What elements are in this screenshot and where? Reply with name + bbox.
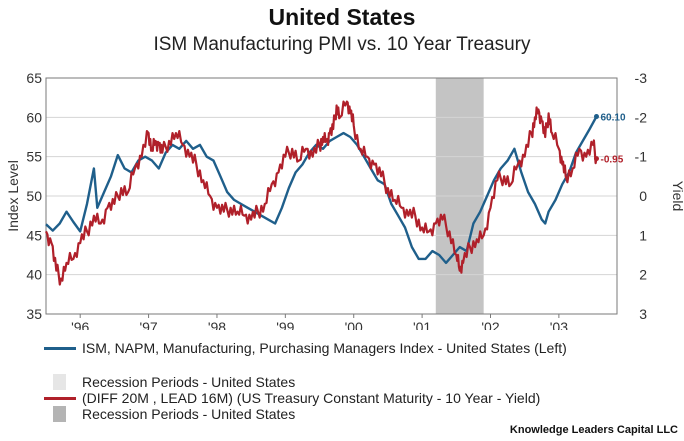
y-left-tick-label: 40 (26, 267, 42, 283)
x-tick-label: '97 (139, 319, 157, 330)
x-tick-label: '03 (550, 319, 568, 330)
x-tick-label: '02 (481, 319, 499, 330)
series-end-marker (593, 114, 599, 120)
legend-swatch-recession-light (53, 374, 66, 390)
y-right-tick-label: 2 (639, 267, 647, 283)
legend-label-yield: (DIFF 20M , LEAD 16M) (US Treasury Const… (82, 390, 541, 406)
legend-swatch-recession-dark (53, 406, 66, 422)
series-line-yield (45, 100, 598, 286)
series-end-label-ism: 60.10 (600, 113, 625, 124)
y-left-tick-label: 65 (26, 70, 42, 86)
y-right-tick-label: 0 (639, 188, 647, 204)
legend-label-recession-light: Recession Periods - United States (82, 374, 296, 390)
y-left-tick-label: 35 (26, 306, 42, 322)
y-right-tick-label: 1 (639, 227, 647, 243)
plot-frame (45, 77, 618, 315)
y-right-tick-label: 3 (639, 306, 647, 322)
y-right-tick-label: -2 (635, 109, 648, 125)
legend-swatch-ism (44, 347, 76, 350)
footer-credit: Knowledge Leaders Capital LLC (509, 424, 678, 436)
y-right-tick-label: -1 (635, 149, 648, 165)
x-tick-label: '99 (276, 319, 294, 330)
y-right-tick-label: -3 (635, 70, 648, 86)
chart-title: United States (268, 4, 416, 30)
x-tick-label: '98 (208, 319, 226, 330)
chart-area: 65 60 55 50 45 40 35 -3 -2 -1 0 1 2 3 '96 '97 '98 '99 '00 '… (5, 70, 684, 330)
legend-label-ism: ISM, NAPM, Manufacturing, Purchasing Man… (82, 340, 567, 356)
legend-swatch-yield (44, 397, 76, 400)
y-left-tick-label: 50 (26, 188, 42, 204)
x-tick-label: '96 (71, 319, 89, 330)
legend-label-recession-dark: Recession Periods - United States (82, 406, 296, 422)
y-left-tick-label: 45 (26, 227, 42, 243)
y-left-axis-title: Index Level (5, 160, 21, 232)
series-end-marker (593, 156, 599, 162)
y-left-tick-label: 60 (26, 109, 42, 125)
x-tick-label: '01 (413, 319, 431, 330)
x-tick-label: '00 (345, 319, 363, 330)
chart-subtitle: ISM Manufacturing PMI vs. 10 Year Treasu… (153, 34, 531, 55)
y-left-tick-label: 55 (26, 149, 42, 165)
series-end-label-yield: -0.95 (600, 155, 623, 166)
y-right-axis-title: Yield (670, 181, 684, 212)
